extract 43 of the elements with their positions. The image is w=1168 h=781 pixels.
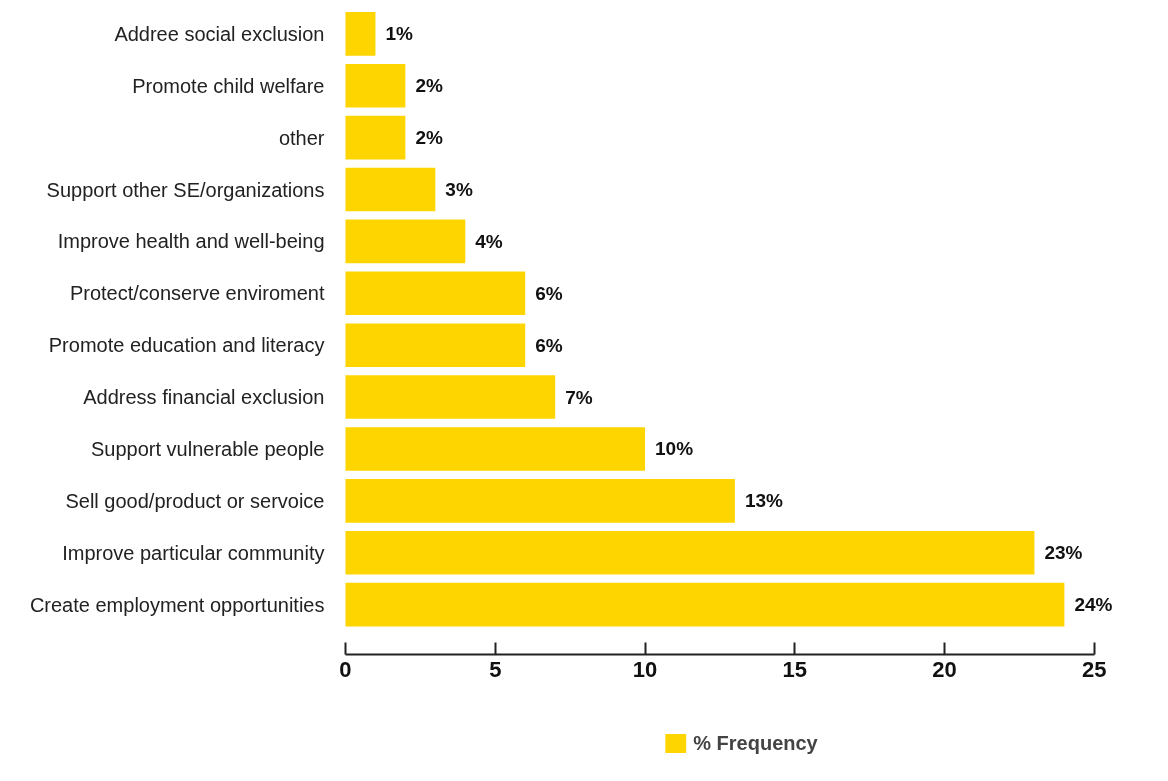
y-tick-label: Addree social exclusion [114,22,325,45]
y-tick-label: other [278,126,325,149]
bar [345,323,526,367]
data-label: 13% [744,490,784,512]
data-label: 24% [1074,594,1113,616]
bar [345,115,406,160]
x-tick-label: 10 [632,657,658,683]
y-tick-label: Address financial exclusion [83,386,325,409]
data-label: 6% [535,334,563,356]
bar [345,271,526,316]
legend-label: % Frequency [693,731,818,755]
bar [345,63,406,108]
bar [345,479,735,523]
y-tick-label: Support vulnerable people [90,437,325,460]
y-tick-label: Support other SE/organizations [46,178,325,201]
y-tick-label: Promote child welfare [132,74,325,97]
data-label: 4% [475,230,503,252]
y-tick-label: Create employment opportunities [29,593,325,616]
y-tick-label: Improve health and well-being [57,230,325,253]
data-label: 23% [1044,542,1083,564]
data-label: 6% [535,282,563,304]
bar [345,427,646,471]
data-label: 10% [655,438,694,460]
bar [345,219,466,264]
x-tick-label: 15 [782,657,808,683]
bar [345,167,436,212]
x-tick-label: 5 [489,657,502,683]
y-tick-label: Promote education and literacy [48,334,325,357]
bar [345,12,376,56]
bar [345,530,1035,575]
data-label: 1% [385,23,413,45]
data-label: 7% [565,386,593,408]
data-label: 2% [415,75,443,97]
bar [345,582,1065,627]
x-tick-label: 25 [1082,657,1107,683]
data-label: 3% [445,179,473,201]
x-tick-label: 20 [932,657,957,683]
y-tick-label: Protect/conserve enviroment [69,282,325,305]
x-tick-label: 0 [339,657,352,683]
data-label: 2% [415,127,443,149]
y-tick-label: Sell good/product or servoice [65,489,325,512]
y-tick-label: Improve particular community [62,541,325,564]
bar [345,375,556,419]
